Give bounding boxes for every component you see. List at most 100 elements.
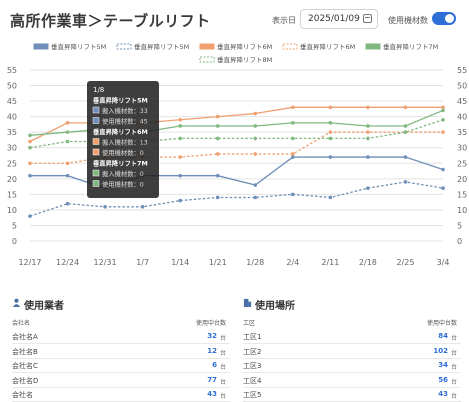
row-divider — [243, 343, 461, 344]
data-point — [253, 152, 258, 156]
y-tick-label-right: 35 — [457, 128, 467, 137]
data-point — [178, 124, 182, 128]
places-row-name: 工区3 — [243, 362, 262, 370]
tooltip-swatch — [92, 106, 100, 114]
date-label: 表示日 — [272, 16, 296, 25]
tooltip-swatch — [92, 169, 100, 177]
legend-label: 垂直昇降リフト8M — [217, 55, 272, 64]
users-row-name: 会社名 — [12, 391, 33, 399]
x-tick-label: 2/11 — [321, 258, 339, 267]
data-point — [328, 105, 333, 110]
data-point — [291, 136, 295, 141]
places-row-count: 102 — [433, 346, 448, 355]
places-row-name: 工区5 — [243, 391, 262, 399]
data-point — [215, 136, 220, 141]
date-value: 2025/01/09 — [308, 14, 360, 24]
date-picker[interactable]: 2025/01/09 — [300, 9, 378, 29]
y-tick-label-right: 0 — [457, 237, 462, 246]
row-divider — [12, 357, 230, 359]
legend-item[interactable]: 垂直昇降リフト6M — [199, 42, 272, 51]
data-point — [253, 111, 258, 116]
legend-swatch — [116, 43, 132, 50]
places-row-name: 工区2 — [243, 347, 262, 356]
x-tick-label: 2/4 — [286, 258, 299, 267]
legend-swatch — [33, 43, 49, 50]
y-tick-label-left: 45 — [7, 97, 17, 106]
tooltip-line: 使用機材数：45 — [102, 117, 148, 126]
legend-item[interactable]: 垂直昇降リフト5M — [33, 42, 106, 51]
legend-label: 垂直昇降リフト5M — [134, 42, 189, 51]
usage-count-toggle[interactable] — [432, 12, 456, 25]
data-point — [65, 139, 70, 144]
tooltip-line: 使用機材数：0 — [102, 148, 144, 157]
row-divider — [12, 343, 230, 344]
toggle-label: 使用機材数 — [388, 16, 428, 25]
row-divider — [243, 372, 461, 373]
users-row-name: 会社名A — [12, 333, 38, 341]
data-point — [291, 121, 295, 125]
data-point — [65, 161, 70, 166]
toggle-knob — [445, 14, 454, 23]
row-divider — [12, 386, 230, 388]
data-point — [366, 105, 370, 110]
data-point — [441, 108, 445, 113]
users-row-count: 77 — [207, 375, 217, 384]
data-point — [178, 136, 182, 141]
x-tick-label: 1/14 — [171, 258, 189, 267]
y-tick-label-right: 55 — [457, 66, 467, 75]
data-point — [215, 152, 220, 156]
calendar-icon[interactable] — [363, 14, 372, 23]
data-point — [366, 186, 370, 190]
legend-swatch — [199, 56, 215, 63]
data-point — [441, 167, 445, 172]
users-row-count: 43 — [207, 390, 217, 398]
legend-item[interactable]: 垂直昇降リフト6M — [282, 42, 355, 51]
data-point — [28, 139, 32, 144]
users-row-count: 32 — [207, 332, 217, 340]
legend-item[interactable]: 垂直昇降リフト8M — [199, 55, 272, 64]
users-row-count: 6 — [212, 361, 217, 369]
users-panel: 使用業者 会社名 使用中台数 会社名A 32 台会社名B 12 台会社名C 6 台会社名D 7… — [12, 292, 230, 402]
places-col-name: 工区 — [243, 320, 256, 327]
places-panel: 使用場所 工区 使用中台数 工区1 84 台工区2 102 台工区3 34 台工区4 56 台工… — [243, 292, 461, 402]
tooltip-swatch — [92, 117, 100, 124]
data-point — [441, 186, 445, 190]
legend-label: 垂直昇降リフト6M — [300, 42, 355, 51]
tooltip-line: 搬入機材数：13 — [102, 138, 148, 147]
legend-item[interactable]: 垂直昇降リフト7M — [365, 42, 438, 51]
tooltip-swatch — [92, 180, 100, 187]
legend-swatch — [199, 43, 215, 50]
y-tick-label-left: 40 — [7, 113, 17, 122]
data-point — [291, 105, 295, 110]
row-divider — [12, 372, 230, 373]
data-point — [328, 155, 333, 159]
legend-item[interactable]: 垂直昇降リフト5M — [116, 42, 189, 51]
data-point — [103, 205, 107, 209]
legend-swatch — [282, 43, 298, 50]
data-point — [328, 121, 333, 125]
legend-swatch — [365, 43, 381, 50]
y-tick-label-right: 30 — [457, 144, 467, 153]
x-tick-label: 12/31 — [94, 258, 117, 267]
y-tick-label-right: 50 — [457, 82, 467, 91]
y-tick-label-left: 35 — [7, 128, 17, 137]
places-row-count: 34 — [438, 361, 448, 369]
data-point — [178, 117, 182, 122]
data-point — [28, 214, 32, 218]
data-point — [140, 205, 145, 209]
y-tick-label-left: 30 — [7, 144, 17, 153]
users-panel-title: 使用業者 — [24, 301, 64, 312]
row-divider — [243, 357, 461, 359]
users-row-name: 会社名B — [12, 347, 38, 356]
x-tick-label: 12/24 — [56, 258, 79, 267]
data-point — [28, 133, 32, 138]
data-point — [366, 136, 370, 141]
places-col-count: 使用中台数 — [426, 320, 457, 327]
data-point — [291, 152, 295, 156]
tooltip-series-name: 垂直昇降リフト7M — [93, 159, 148, 168]
data-point — [215, 173, 220, 178]
building-icon — [243, 298, 252, 307]
data-point — [403, 155, 408, 159]
places-row-unit: 台 — [450, 335, 457, 342]
places-row-count: 84 — [438, 332, 448, 340]
